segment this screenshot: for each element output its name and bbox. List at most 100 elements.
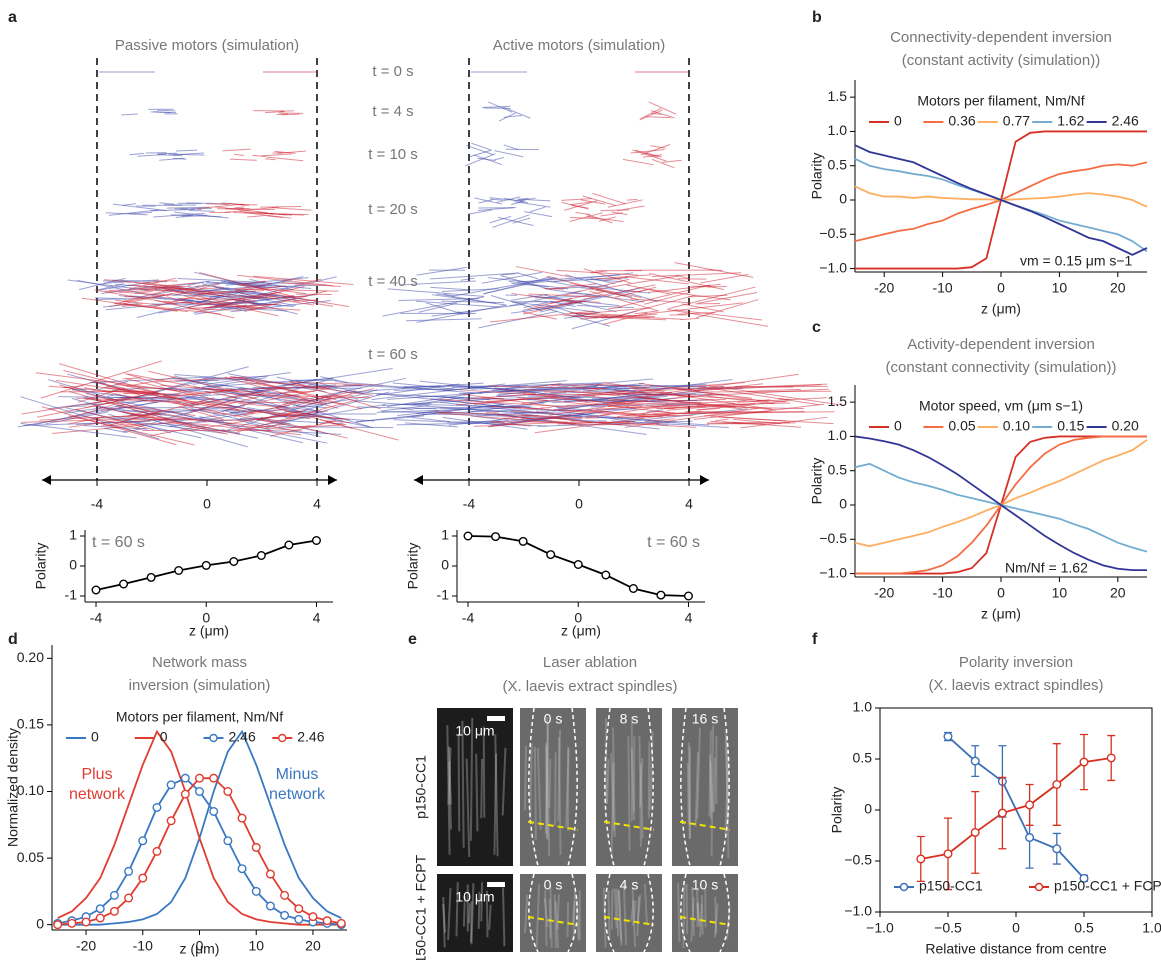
filament [551, 384, 603, 386]
filament [650, 145, 666, 149]
texture [475, 753, 479, 832]
data-point [280, 910, 290, 920]
time-label: t = 60 s [368, 346, 418, 363]
texture [482, 726, 486, 818]
filament [595, 274, 651, 280]
filament [166, 206, 210, 209]
filament [237, 274, 334, 287]
filament [734, 385, 794, 388]
filament [544, 294, 617, 313]
filament [103, 279, 160, 284]
annotation: t = 60 s [92, 534, 145, 551]
y-tick-label: 0 [839, 496, 847, 512]
filament [174, 283, 221, 296]
filament [387, 288, 484, 297]
texture [610, 889, 614, 930]
texture [548, 759, 552, 809]
filament [258, 390, 315, 395]
y-tick-label: 0.05 [17, 849, 44, 865]
texture [494, 734, 499, 857]
filament [700, 273, 749, 284]
x-tick-label: -4 [463, 496, 476, 512]
data-point [209, 773, 219, 783]
chart-subtitle: (constant connectivity (simulation)) [886, 359, 1117, 376]
filament [155, 376, 248, 383]
filament [592, 192, 626, 205]
texture [571, 900, 576, 925]
legend-label: 0 [894, 418, 902, 434]
filament [572, 205, 589, 209]
filament [100, 406, 122, 412]
filament [630, 148, 665, 154]
panel-letter: e [408, 631, 417, 648]
filament [238, 394, 371, 399]
texture [543, 897, 549, 928]
x-axis-label: z (μm) [189, 623, 229, 639]
y-tick-label: −1.0 [844, 903, 872, 919]
scale-label: 10 μm [455, 889, 494, 905]
filament [617, 284, 711, 308]
filament [121, 113, 138, 116]
x-tick-label: 20 [1110, 585, 1126, 601]
legend-label: p150-CC1 [919, 878, 983, 894]
texture [501, 887, 506, 947]
panel-subtitle: (X. laevis extract spindles) [502, 678, 677, 695]
scale-bar [487, 716, 505, 721]
data-point [1025, 800, 1035, 810]
filament [281, 282, 341, 288]
filament [653, 411, 805, 414]
y-tick-label: 0.20 [17, 649, 44, 665]
y-tick-label: -1 [65, 587, 78, 603]
filament [497, 216, 534, 227]
filament [471, 142, 491, 151]
annotation: Minus [276, 766, 319, 783]
filament [180, 207, 202, 210]
filament [718, 416, 787, 422]
filament [283, 393, 344, 405]
filament [441, 300, 505, 304]
filament [221, 412, 290, 427]
texture [523, 894, 529, 934]
y-tick-label: -1 [437, 587, 450, 603]
texture [647, 741, 651, 819]
filament [697, 291, 758, 304]
panel-title: Laser ablation [543, 654, 637, 671]
data-point [322, 916, 332, 926]
y-tick-label: 0.5 [828, 461, 848, 477]
filament [129, 277, 177, 290]
filament [83, 415, 143, 430]
y-tick-label: 0.5 [828, 156, 848, 172]
filament [557, 421, 636, 425]
filament [595, 385, 628, 388]
data-point [1025, 833, 1035, 843]
data-point [294, 914, 304, 924]
filament [112, 203, 167, 212]
texture [696, 727, 701, 819]
filament [63, 385, 84, 389]
filament [40, 360, 162, 399]
data-point [970, 756, 980, 766]
panel-letter: d [8, 631, 18, 648]
filament [148, 370, 239, 393]
filament [124, 372, 226, 404]
texture [627, 736, 631, 851]
texture [545, 742, 549, 840]
filament [436, 293, 507, 306]
filament [172, 152, 204, 156]
filament [483, 276, 551, 295]
filament [511, 200, 526, 206]
data-point [916, 854, 926, 864]
filament [439, 401, 583, 418]
y-axis-label: Polarity [809, 458, 825, 505]
data-point [573, 560, 583, 570]
series-line [854, 144, 1148, 256]
filament [239, 280, 266, 286]
x-tick-label: 4 [313, 496, 321, 512]
scale-label: 10 μm [455, 723, 494, 739]
filament [247, 214, 266, 218]
filament [127, 284, 172, 289]
series-line [854, 435, 1147, 572]
filament [481, 271, 543, 284]
filament [558, 295, 602, 306]
filament [674, 309, 763, 321]
